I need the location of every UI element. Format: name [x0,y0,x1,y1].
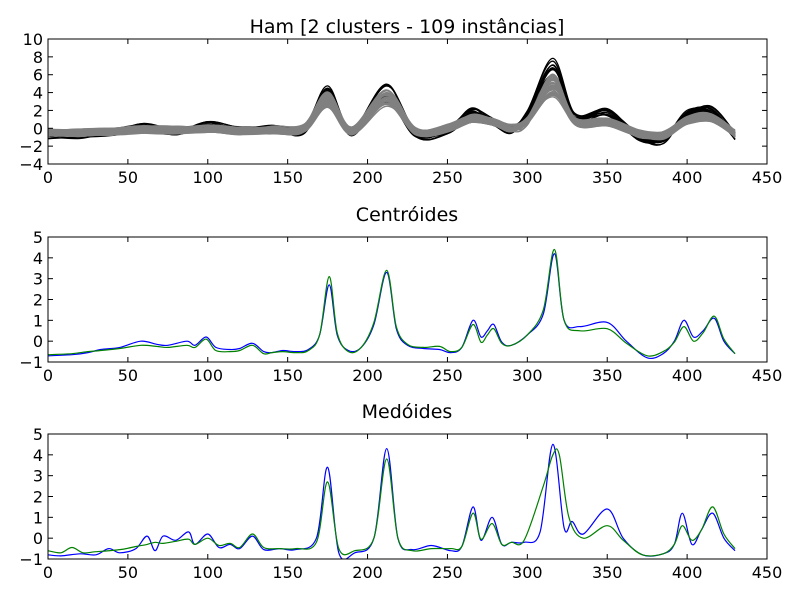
y-tick-label: 6 [33,66,43,85]
x-tick-label: 450 [752,168,783,187]
series-line-0 [48,253,736,360]
x-tick-label: 50 [118,366,138,385]
y-tick-label: 0 [33,529,43,548]
x-tick-label: 400 [672,563,703,582]
y-tick-label: 2 [33,488,43,507]
y-tick-label: 5 [33,228,43,247]
y-tick-label: 4 [33,84,43,103]
x-tick-label: 50 [118,563,138,582]
y-tick-label: 3 [33,467,43,486]
cluster-2-instance-line [48,88,736,135]
y-tick-label: 3 [33,270,43,289]
x-tick-label: 150 [272,366,303,385]
cluster-2-instance-line [48,79,736,139]
series-group [48,248,736,360]
x-tick-label: 350 [592,366,623,385]
y-tick-label: 2 [33,291,43,310]
x-tick-label: 250 [432,168,463,187]
x-tick-label: 100 [193,366,224,385]
plot-title: Ham [2 clusters - 109 instâncias] [250,16,565,38]
series-line-1 [48,448,736,557]
y-tick-label: −4 [19,155,43,174]
y-tick-label: −1 [19,550,43,569]
x-tick-label: 350 [592,168,623,187]
axes-frame [47,38,768,165]
x-tick-label: 400 [672,366,703,385]
series-group [48,57,736,146]
cluster-2-instance-line [48,89,736,138]
series-group [48,443,736,559]
y-tick-label: 8 [33,48,43,67]
x-tick-label: 300 [512,563,543,582]
y-tick-label: 0 [33,119,43,138]
x-tick-label: 400 [672,168,703,187]
x-tick-label: 150 [272,563,303,582]
plot-ham: Ham [2 clusters - 109 instâncias] 0 50 100… [19,16,782,187]
x-tick-label: 350 [592,563,623,582]
x-tick-label: 200 [352,563,383,582]
axes-frame [47,236,768,363]
x-tick-label: 250 [432,366,463,385]
x-tick-label: 50 [118,168,138,187]
plot-centroides: Centróides 0 50 100 150 200 250 300 350 400 450−1… [19,204,782,385]
y-tick-label: 10 [23,30,43,49]
y-tick-label: 1 [33,508,43,527]
x-tick-label: 250 [432,563,463,582]
plot-medoides: Medóides 0 50 100 150 200 250 300 350 400 450−101… [19,401,782,582]
y-tick-label: 4 [33,446,43,465]
plot-title: Centróides [356,204,458,226]
x-tick-label: 0 [43,168,53,187]
x-tick-label: 0 [43,366,53,385]
y-tick-label: 5 [33,425,43,444]
x-tick-label: 100 [193,168,224,187]
cluster-2-instance-line [48,92,736,137]
y-tick-label: 4 [33,249,43,268]
axes-frame [47,433,768,560]
y-tick-label: 1 [33,311,43,330]
y-tick-label: 0 [33,332,43,351]
x-tick-label: 100 [193,563,224,582]
x-tick-label: 450 [752,563,783,582]
x-tick-label: 150 [272,168,303,187]
x-tick-label: 300 [512,366,543,385]
x-tick-label: 300 [512,168,543,187]
x-tick-label: 0 [43,563,53,582]
x-tick-label: 200 [352,168,383,187]
series-line-0 [48,443,736,559]
y-tick-label: −1 [19,353,43,372]
series-line-1 [48,248,736,357]
y-tick-label: −2 [19,137,43,156]
y-tick-label: 2 [33,101,43,120]
x-tick-label: 450 [752,366,783,385]
x-tick-label: 200 [352,366,383,385]
plot-title: Medóides [362,401,453,423]
